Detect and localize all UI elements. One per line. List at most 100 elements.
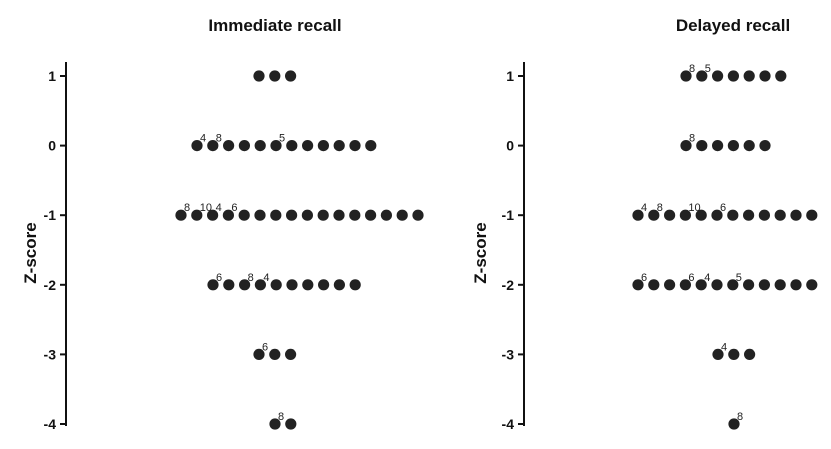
y-tick-label: -4 [502,416,515,432]
data-point [207,279,219,291]
y-axis-label: Z-score [471,222,490,283]
data-point [790,279,802,291]
data-point [648,209,660,221]
data-label: 6 [688,272,694,284]
y-axis-label: Z-score [21,222,40,283]
y-tick-label: -4 [44,416,57,432]
data-point [790,209,802,221]
data-point [412,209,424,221]
data-label: 5 [705,63,711,75]
y-tick-label: 0 [506,138,514,154]
data-point [270,279,282,291]
data-label: 8 [248,272,254,284]
y-tick-label: -1 [502,207,515,223]
data-point [270,209,282,221]
data-point [349,279,361,291]
data-point [743,209,755,221]
data-point [317,209,329,221]
data-point [238,209,250,221]
data-point [695,279,707,291]
data-label: 4 [263,272,269,284]
data-label: 8 [657,202,663,214]
data-point [175,209,187,221]
data-label: 5 [279,133,285,145]
data-label: 8 [689,63,695,75]
data-point [254,279,266,291]
data-point [207,209,219,221]
data-point [286,140,298,152]
data-point [774,279,786,291]
data-point [679,279,692,291]
y-tick-label: 1 [48,68,56,84]
data-point [269,70,281,82]
data-label: 8 [278,411,284,423]
data-label: 6 [216,272,222,284]
data-point [191,140,203,152]
data-point [191,209,203,221]
data-point [269,348,281,360]
data-point [632,279,644,291]
data-point [349,209,361,221]
y-tick-label: 0 [48,138,56,154]
data-point [743,70,755,82]
data-point [301,209,313,221]
data-label: 4 [721,341,727,353]
y-tick-label: -2 [44,277,57,293]
data-point [396,209,408,221]
data-point [223,279,235,291]
data-point [286,209,298,221]
data-point [253,70,265,82]
data-point [774,209,786,221]
data-label: 4 [641,202,647,214]
data-point [254,140,266,152]
data-point [727,279,739,291]
data-label: 6 [231,202,237,214]
data-point [743,140,755,152]
data-point [317,140,329,152]
data-point [711,209,723,221]
data-label: 10 [200,202,212,214]
data-label: 5 [736,272,742,284]
data-label: 6 [720,202,726,214]
data-point [632,209,644,221]
data-label: 8 [184,202,190,214]
data-point [365,140,377,152]
data-point [680,70,692,82]
data-label: 4 [200,133,206,145]
y-tick-label: -1 [44,207,57,223]
data-label: 10 [688,202,700,214]
data-label: 4 [704,272,710,284]
data-point [285,418,297,430]
data-label: 6 [262,341,268,353]
data-point [728,418,740,430]
data-point [664,279,676,291]
data-point [286,279,298,291]
data-label: 8 [689,133,695,145]
data-label: 4 [216,202,222,214]
data-point [207,140,219,152]
data-point [759,140,771,152]
data-point [696,70,708,82]
data-point [223,140,235,152]
data-point [696,140,708,152]
data-point [743,279,755,291]
data-point [712,70,724,82]
data-point [758,209,771,221]
y-tick-label: 1 [506,68,514,84]
data-point [758,279,771,291]
data-point [254,209,266,221]
data-point [712,140,724,152]
data-point [712,348,724,360]
data-point [239,279,251,291]
data-point [728,348,740,360]
y-tick-label: -3 [502,346,515,362]
data-point [664,209,676,221]
data-point [679,209,692,221]
data-point [680,140,692,152]
data-point [302,140,314,152]
data-point [269,418,281,430]
data-point [285,348,297,360]
